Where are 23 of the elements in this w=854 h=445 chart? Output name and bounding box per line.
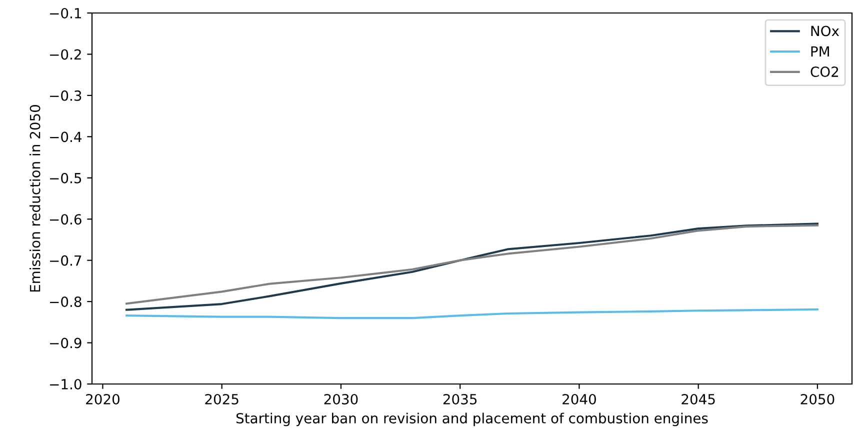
legend-label: CO2 (810, 66, 838, 78)
y-tick-label: −0.1 (50, 8, 81, 18)
y-tick-label: −0.3 (50, 90, 82, 101)
line-series (126, 308, 818, 320)
legend-label: PM (811, 46, 829, 56)
y-tick-label: −0.2 (50, 49, 81, 60)
y-tick-label: −1.0 (50, 378, 82, 390)
x-tick-label: 2030 (324, 394, 358, 404)
y-tick-label: −0.7 (50, 255, 82, 266)
x-tick-label: 2050 (800, 394, 834, 404)
x-tick-label: 2045 (682, 394, 715, 404)
y-tick-label: −0.8 (50, 296, 82, 308)
y-tick-label: −0.5 (50, 172, 82, 184)
x-tick-label: 2035 (443, 394, 477, 404)
legend-label: NOx (811, 26, 840, 36)
x-tick-label: 2025 (205, 394, 238, 404)
x-tick-label: 2040 (562, 394, 596, 404)
y-tick-label: −0.6 (50, 214, 82, 225)
y-tick-label: −0.4 (50, 132, 82, 142)
y-tick-label: −0.9 (50, 338, 82, 348)
x-axis-title: Starting year ban on revision and placement of combustion engines (236, 412, 708, 426)
x-tick-label: 2020 (86, 394, 120, 404)
y-axis-title: Emission reduction in 2050 (30, 104, 40, 292)
